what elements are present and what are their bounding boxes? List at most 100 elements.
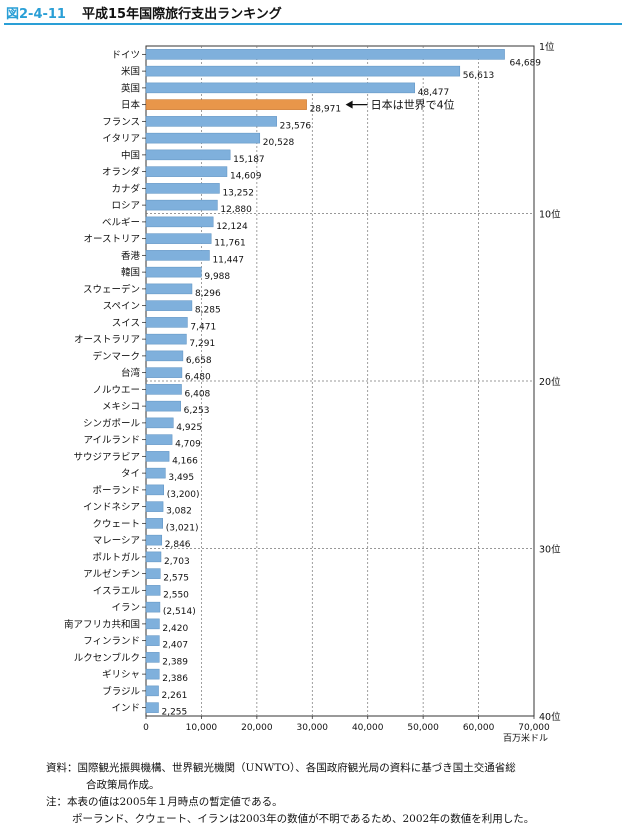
value-label: 8,296 — [195, 289, 221, 299]
bar-4 — [145, 116, 277, 127]
x-tick-label: 10,000 — [186, 723, 218, 733]
bar-28 — [145, 518, 163, 529]
value-label: 2,420 — [162, 624, 188, 634]
category-label: フィンランド — [83, 636, 140, 647]
value-label: 15,187 — [233, 155, 265, 165]
bar-5 — [145, 132, 261, 144]
note-line-1: 注：本表の値は2005年１月時点の暫定値である。 — [46, 796, 283, 808]
bar-21 — [145, 400, 181, 412]
value-label: (3,200) — [167, 490, 200, 500]
rank-label: 10位 — [539, 209, 561, 221]
category-label: フランス — [102, 117, 140, 128]
category-label: 中国 — [121, 149, 140, 161]
value-label: 2,550 — [163, 590, 189, 600]
bar-9 — [145, 199, 218, 211]
value-label: 7,471 — [190, 322, 216, 332]
bar-0 — [145, 49, 505, 60]
bar-33 — [145, 601, 161, 613]
category-label: デンマーク — [92, 350, 140, 362]
value-label: 6,408 — [185, 389, 211, 399]
bar-16 — [145, 317, 188, 328]
bar-11 — [145, 233, 212, 244]
value-label: 11,447 — [212, 255, 244, 265]
bar-10 — [145, 216, 214, 228]
source-notes: 資料：国際観光振興機構、世界観光機関（UNWTO）、各国政府観光局の資料に基づき… — [46, 760, 616, 828]
category-label: ノルウエー — [92, 385, 140, 396]
value-label: 4,925 — [176, 423, 202, 433]
bar-13 — [145, 266, 202, 278]
value-label: 28,971 — [310, 105, 342, 115]
category-label: ポルトガル — [92, 552, 140, 563]
value-label: 4,709 — [175, 440, 201, 450]
category-label: オーストラリア — [74, 335, 140, 346]
bar-31 — [145, 568, 161, 579]
value-label: 3,495 — [168, 473, 194, 483]
unit-label: 百万米ドル — [503, 732, 548, 744]
value-label: 12,880 — [220, 205, 252, 215]
highlight-annotation: 日本は世界で4位 — [371, 98, 455, 112]
value-label: 23,576 — [280, 121, 312, 131]
bar-12 — [145, 250, 210, 261]
category-label: 英国 — [121, 82, 140, 94]
bar-27 — [145, 501, 164, 512]
value-label: 14,609 — [230, 172, 262, 182]
category-label: インドネシア — [83, 502, 140, 513]
x-tick-label: 20,000 — [241, 723, 273, 733]
bar-35 — [145, 635, 160, 646]
value-label: (3,021) — [166, 523, 199, 533]
rank-label: 40位 — [539, 711, 561, 723]
category-label: オランダ — [102, 166, 141, 178]
value-label: 7,291 — [189, 339, 215, 349]
value-label: 2,386 — [162, 674, 188, 684]
value-label: (2,514) — [163, 607, 196, 617]
header-rule — [4, 23, 622, 25]
value-label: 4,166 — [172, 456, 198, 466]
bar-37 — [145, 668, 160, 680]
value-label: 2,703 — [164, 557, 190, 567]
value-label: 48,477 — [418, 88, 450, 98]
category-label: タイ — [121, 469, 140, 480]
category-label: ベルギー — [102, 217, 140, 228]
bar-18 — [145, 350, 184, 362]
bar-2 — [145, 82, 415, 94]
category-label: ギリシャ — [102, 670, 140, 681]
value-label: 2,389 — [162, 657, 188, 667]
bar-25 — [145, 467, 166, 479]
category-label: ドイツ — [111, 50, 140, 61]
value-label: 8,285 — [195, 306, 221, 316]
annotation-arrow-head — [345, 100, 353, 109]
bar-30 — [145, 551, 162, 563]
value-label: 2,255 — [161, 708, 187, 718]
category-label: マレーシア — [93, 536, 140, 547]
value-label: 64,689 — [510, 58, 542, 68]
value-label: 2,846 — [165, 540, 191, 550]
bar-24 — [145, 451, 170, 462]
category-label: メキシコ — [102, 402, 140, 413]
category-label: クウェート — [92, 519, 140, 530]
category-label: 香港 — [121, 250, 141, 262]
bar-1 — [145, 65, 461, 77]
x-tick-label: 70,000 — [518, 723, 550, 733]
category-label: 南アフリカ共和国 — [64, 618, 140, 630]
category-label: スイス — [112, 318, 140, 329]
category-label: アルゼンチン — [83, 568, 140, 580]
bar-8 — [145, 183, 220, 194]
value-label: 2,261 — [162, 691, 188, 701]
category-label: サウジアラビア — [73, 452, 140, 463]
source-line-1: 資料：国際観光振興機構、世界観光機関（UNWTO）、各国政府観光局の資料に基づき… — [46, 762, 516, 774]
note-line-2: ポーランド、クウェート、イランは2003年の数値が不明であるため、2002年の数… — [72, 813, 535, 825]
category-label: イスラエル — [93, 586, 141, 597]
category-label: インド — [111, 703, 140, 714]
category-label: シンガポール — [83, 418, 141, 429]
bar-34 — [145, 618, 160, 630]
category-label: カナダ — [111, 183, 140, 195]
value-label: 13,252 — [222, 188, 254, 198]
bar-7 — [145, 166, 228, 177]
category-label: ブラジル — [102, 685, 140, 697]
bar-32 — [145, 585, 161, 596]
value-label: 2,407 — [162, 641, 188, 651]
value-label: 12,124 — [216, 222, 248, 232]
bar-6 — [145, 149, 231, 161]
figure-number: 図2-4-11 — [6, 7, 66, 22]
category-label: ポーランド — [92, 485, 140, 496]
